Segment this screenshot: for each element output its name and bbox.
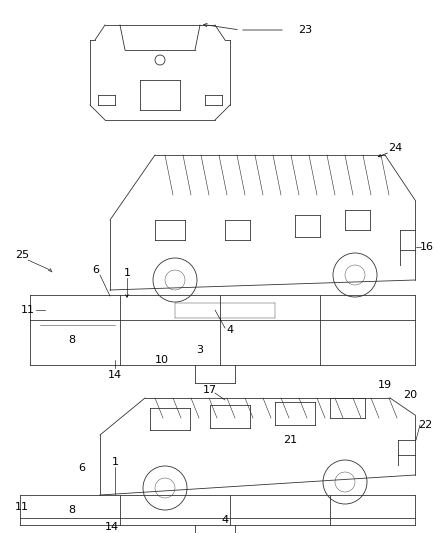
- Text: 22: 22: [418, 420, 432, 430]
- Text: 6: 6: [92, 265, 99, 275]
- Text: 24: 24: [388, 143, 402, 153]
- Text: 17: 17: [203, 385, 217, 395]
- Text: 14: 14: [108, 370, 122, 380]
- Text: 20: 20: [403, 390, 417, 400]
- Text: 21: 21: [283, 435, 297, 445]
- Text: 1: 1: [112, 457, 119, 467]
- Text: 23: 23: [298, 25, 312, 35]
- Text: 16: 16: [420, 242, 434, 252]
- Text: 19: 19: [378, 380, 392, 390]
- Text: 4: 4: [226, 325, 233, 335]
- Text: 8: 8: [68, 505, 76, 515]
- Text: 10: 10: [155, 355, 169, 365]
- Text: 8: 8: [68, 335, 76, 345]
- Text: 4: 4: [222, 515, 229, 525]
- Text: 25: 25: [15, 250, 29, 260]
- Text: 11: 11: [15, 502, 29, 512]
- Text: 11: 11: [21, 305, 35, 315]
- Text: 6: 6: [78, 463, 85, 473]
- Text: 1: 1: [124, 268, 131, 278]
- Text: 14: 14: [105, 522, 119, 532]
- Text: 3: 3: [197, 345, 204, 355]
